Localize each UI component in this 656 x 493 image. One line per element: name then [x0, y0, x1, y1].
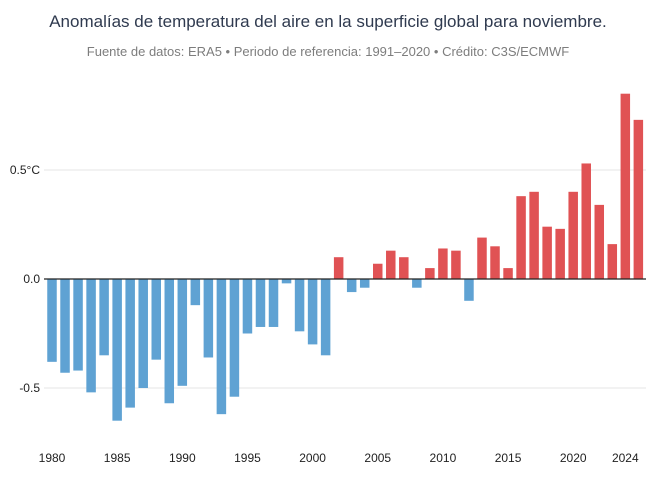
- bar-2014: [490, 246, 500, 279]
- bar-2011: [451, 250, 461, 279]
- bar-1987: [138, 279, 148, 388]
- bar-1992: [203, 279, 214, 358]
- x-tick-label: 1980: [39, 451, 66, 465]
- bar-2010: [438, 248, 448, 279]
- chart-subtitle: Fuente de datos: ERA5 • Periodo de refer…: [86, 44, 570, 59]
- bar-2001: [320, 279, 331, 356]
- bar-2013: [477, 237, 487, 279]
- bar-1993: [216, 279, 227, 415]
- bar-2022: [594, 204, 605, 279]
- bar-1983: [86, 279, 96, 393]
- bar-1989: [164, 279, 175, 404]
- bar-1991: [190, 279, 201, 306]
- bar-2015: [503, 268, 513, 279]
- bar-2008: [412, 279, 422, 288]
- bar-2003: [346, 279, 357, 293]
- x-tick-label: 2005: [364, 451, 391, 465]
- x-tick-label: 2020: [560, 451, 587, 465]
- bar-2017: [529, 191, 539, 279]
- x-tick-label: 2015: [495, 451, 522, 465]
- x-tick-label: 2024: [612, 451, 639, 465]
- bar-2018: [542, 226, 552, 279]
- x-tick-label: 1985: [104, 451, 131, 465]
- x-tick-label: 2000: [299, 451, 326, 465]
- bar-2021: [581, 163, 591, 279]
- bar-1982: [73, 279, 83, 371]
- bar-2024: [620, 93, 631, 279]
- bar-2009: [425, 268, 435, 279]
- chart-title: Anomalías de temperatura del aire en la …: [49, 12, 607, 31]
- bar-2006: [386, 250, 396, 279]
- bar-1999: [294, 279, 305, 332]
- tick-labels: 0.5°C 0.0 -0.5 1980 1985 1990 1995 2000 2005 2010…: [10, 163, 639, 465]
- y-tick-label: 0.0: [23, 272, 40, 286]
- bar-1985: [112, 279, 122, 421]
- bars: [47, 93, 644, 421]
- bar-1986: [125, 279, 135, 408]
- bar-2020: [568, 191, 578, 279]
- bar-2016: [516, 196, 526, 279]
- bar-1981: [60, 279, 70, 373]
- x-tick-label: 1990: [169, 451, 196, 465]
- x-tick-label: 2010: [430, 451, 457, 465]
- bar-1984: [99, 279, 109, 356]
- bar-2012: [464, 279, 474, 301]
- bar-1994: [229, 279, 240, 397]
- bar-2004: [359, 279, 370, 288]
- bar-1997: [268, 279, 279, 327]
- y-tick-label: -0.5: [19, 381, 40, 395]
- bar-1995: [242, 279, 253, 334]
- bar-2005: [373, 263, 383, 279]
- y-tick-label: 0.5°C: [10, 163, 40, 177]
- bar-1988: [151, 279, 161, 360]
- bar-2002: [333, 257, 344, 279]
- bar-1996: [255, 279, 266, 327]
- x-tick-label: 1995: [234, 451, 261, 465]
- bar-2007: [399, 257, 409, 279]
- bar-2000: [307, 279, 318, 345]
- bar-1980: [47, 279, 57, 362]
- bar-2019: [555, 228, 565, 279]
- bar-1990: [177, 279, 188, 386]
- bar-1998: [281, 279, 292, 284]
- bar-2025: [633, 119, 644, 279]
- bar-2023: [607, 244, 618, 279]
